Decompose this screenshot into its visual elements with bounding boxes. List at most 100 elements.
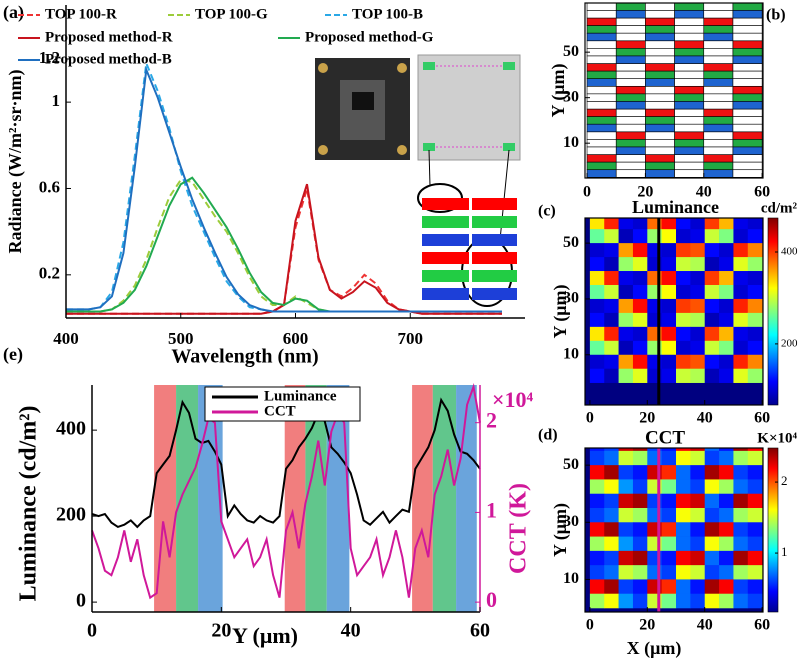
heat-cell — [733, 354, 749, 370]
heat-cell — [704, 465, 720, 480]
subpixel — [732, 70, 763, 80]
heat-cell — [719, 450, 734, 466]
heat-cell — [719, 271, 734, 286]
subpixel — [645, 131, 675, 140]
heat-cell — [747, 284, 763, 300]
heat-cell — [676, 450, 691, 466]
zoom-line — [428, 149, 431, 187]
subpixel — [586, 55, 617, 64]
display — [352, 92, 374, 110]
heat-cell — [747, 298, 763, 314]
subpixel — [586, 25, 617, 34]
heat-cell — [747, 593, 763, 609]
subpixel — [732, 10, 763, 19]
heat-cell — [676, 229, 691, 244]
subpixel — [586, 101, 617, 110]
heat-cell — [733, 298, 749, 314]
plot-frame — [584, 447, 764, 613]
heat-cell — [719, 565, 734, 580]
heat-cell — [661, 257, 677, 272]
heat-cell — [661, 229, 677, 244]
heat-cell — [719, 479, 734, 495]
subpixel — [674, 93, 705, 102]
subpixel — [422, 288, 469, 300]
heat-cell — [676, 479, 691, 495]
heat-cell — [589, 465, 605, 480]
subpixel — [645, 169, 675, 178]
subpixel — [615, 116, 646, 125]
heat-cell — [589, 522, 605, 537]
heat-cell — [719, 579, 734, 595]
subpixel — [645, 70, 675, 80]
subpixel — [586, 154, 617, 163]
heat-cell — [589, 565, 605, 580]
heat-cell — [676, 579, 691, 595]
heat-cell — [661, 340, 677, 356]
heat-cell — [589, 354, 605, 370]
x-tick-label: 0 — [586, 617, 594, 634]
heat-cell — [604, 284, 619, 300]
subpixel — [703, 25, 734, 34]
heat-cell — [589, 493, 605, 509]
heat-cell — [632, 312, 648, 328]
heat-cell — [661, 593, 677, 609]
heat-cell — [733, 579, 749, 595]
heat-cell — [690, 326, 706, 342]
heat-cell — [589, 479, 605, 495]
heat-cell — [733, 218, 749, 230]
highlight-band — [305, 385, 327, 612]
x-tick-label: 60 — [754, 184, 770, 201]
map-title: CCT — [645, 427, 685, 448]
y2-axis-label: CCT (K) — [506, 483, 532, 574]
x-tick-label: 0 — [583, 184, 591, 201]
x-tick-label: 0 — [586, 410, 594, 427]
subpixel — [586, 32, 617, 42]
subpixel — [422, 270, 469, 282]
y-tick-label: 400 — [56, 418, 86, 440]
heat-cell — [661, 508, 677, 523]
pad — [318, 145, 328, 155]
highlight-band — [198, 385, 223, 612]
subpixel — [674, 78, 705, 87]
subpixel — [703, 116, 734, 125]
legend-label: TOP 100-R — [45, 6, 117, 22]
heat-cell — [661, 354, 677, 370]
subpixel — [674, 70, 705, 80]
heat-cell — [690, 298, 706, 314]
heat-cell — [589, 243, 605, 258]
subpixel — [615, 70, 646, 80]
legend-box — [204, 386, 361, 422]
heat-cell — [719, 465, 734, 480]
heat-cell — [747, 218, 763, 230]
heat-cell — [747, 326, 763, 342]
heat-cell — [676, 243, 691, 258]
y-tick-label: 0 — [486, 587, 497, 612]
heat-cell — [632, 284, 648, 300]
subpixel — [472, 198, 517, 210]
legend-label: Proposed method-G — [305, 29, 434, 45]
subpixel — [732, 154, 763, 163]
subpixel — [586, 2, 617, 11]
y-tick-label: 0 — [76, 590, 86, 612]
subpixel — [703, 10, 734, 19]
subpixel — [732, 116, 763, 125]
heat-cell — [661, 493, 677, 509]
heat-cell — [719, 243, 734, 258]
heat-cell — [647, 448, 662, 452]
heat-cell — [632, 522, 648, 537]
subpixel — [703, 78, 734, 87]
heat-cell — [604, 465, 619, 480]
heat-cell — [719, 257, 734, 272]
heat-cell — [618, 508, 634, 523]
heat-cell — [618, 257, 634, 272]
subpixel — [703, 169, 734, 178]
y-tick-label: 1 — [486, 497, 497, 522]
heat-cell — [719, 550, 734, 566]
heat-cell — [604, 243, 619, 258]
heat-cell — [632, 229, 648, 244]
spectrum-line — [66, 65, 502, 313]
heat-cell — [632, 298, 648, 314]
subpixel — [674, 116, 705, 125]
heat-cell — [618, 522, 634, 537]
heat-cell — [704, 229, 720, 244]
